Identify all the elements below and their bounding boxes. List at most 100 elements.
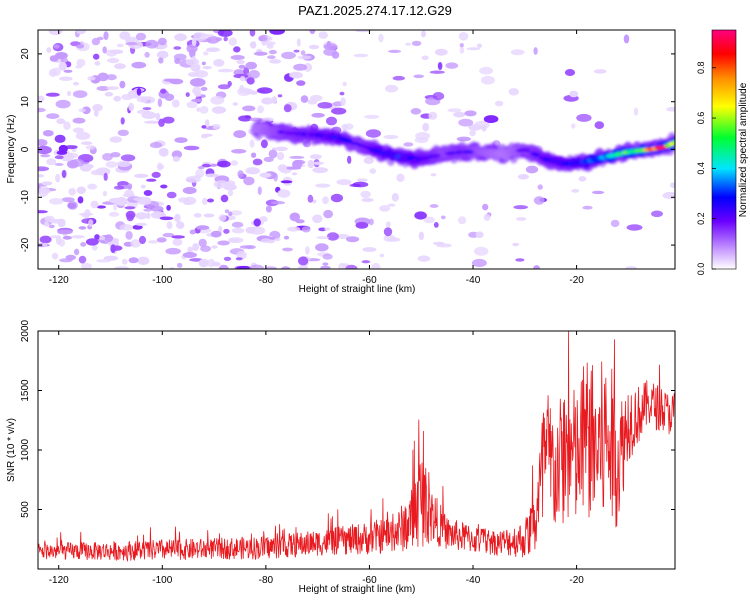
noise-blob — [116, 43, 124, 48]
noise-blob — [433, 222, 439, 228]
noise-blob — [364, 114, 380, 119]
noise-blob — [113, 95, 121, 102]
noise-blob — [96, 205, 107, 209]
noise-blob — [365, 129, 381, 138]
noise-blob — [257, 105, 264, 114]
noise-blob — [55, 52, 68, 60]
noise-blob — [124, 206, 136, 210]
snr-ylabel: SNR (10 * v/v) — [6, 418, 17, 482]
noise-blob — [297, 55, 312, 60]
noise-blob — [128, 257, 139, 264]
noise-blob — [114, 63, 126, 70]
noise-blob — [277, 189, 291, 198]
spectrogram-ytick-label: 20 — [20, 48, 31, 60]
noise-blob — [72, 117, 86, 124]
noise-blob — [57, 229, 73, 235]
noise-blob — [156, 50, 169, 59]
noise-blob — [217, 240, 230, 246]
noise-blob — [339, 91, 345, 96]
noise-blob — [64, 145, 78, 150]
noise-blob — [512, 242, 520, 247]
noise-blob — [46, 47, 52, 53]
noise-blob — [172, 156, 180, 162]
noise-blob — [571, 189, 580, 193]
noise-blob — [142, 107, 152, 111]
noise-blob — [315, 243, 329, 252]
noise-blob — [670, 182, 675, 188]
noise-blob — [218, 264, 229, 269]
spectrogram-ytick-label: 0 — [20, 146, 31, 152]
noise-blob — [238, 64, 246, 69]
noise-blob — [41, 181, 53, 186]
noise-blob — [160, 88, 167, 94]
noise-blob — [92, 244, 98, 251]
noise-blob — [253, 51, 268, 56]
noise-blob — [173, 46, 182, 50]
noise-blob — [331, 107, 347, 115]
noise-blob — [429, 70, 445, 74]
noise-blob — [146, 178, 157, 182]
noise-blob — [633, 107, 639, 116]
noise-blob — [202, 197, 208, 205]
snr-xtick-label: -20 — [569, 575, 584, 586]
noise-blob — [300, 50, 306, 56]
noise-blob — [249, 30, 256, 37]
noise-blob — [49, 235, 62, 239]
noise-blob — [113, 266, 130, 269]
noise-blob — [38, 243, 50, 248]
noise-blob — [369, 168, 377, 174]
noise-blob — [405, 42, 411, 46]
colorbar-tick-label: 0.8 — [696, 61, 706, 74]
noise-blob — [268, 49, 277, 55]
noise-blob — [237, 170, 244, 178]
noise-blob — [315, 183, 331, 188]
noise-blob — [422, 122, 430, 132]
noise-blob — [312, 161, 324, 165]
noise-blob — [70, 158, 85, 167]
noise-blob — [239, 84, 245, 94]
noise-blob — [379, 205, 391, 212]
noise-blob — [192, 243, 200, 252]
noise-blob — [79, 164, 92, 172]
noise-blob — [245, 167, 260, 175]
noise-blob — [483, 213, 491, 221]
snr-ytick-label: 1500 — [20, 379, 31, 402]
noise-blob — [102, 153, 113, 161]
noise-blob — [174, 213, 181, 223]
noise-blob — [109, 136, 123, 143]
noise-blob — [166, 191, 177, 199]
noise-blob — [211, 106, 227, 114]
noise-blob — [91, 37, 101, 46]
noise-blob — [156, 237, 167, 243]
noise-blob — [130, 239, 141, 248]
colorbar-tick-label: 0.6 — [696, 112, 706, 125]
noise-blob — [391, 192, 399, 202]
noise-blob — [459, 43, 464, 48]
noise-blob — [49, 218, 65, 224]
noise-blob — [384, 84, 399, 93]
ridge-core — [431, 153, 442, 158]
noise-blob — [290, 72, 304, 79]
noise-blob — [355, 30, 371, 33]
noise-blob — [516, 217, 527, 221]
noise-blob — [171, 235, 185, 239]
noise-blob — [312, 199, 317, 204]
noise-blob — [289, 155, 305, 159]
noise-blob — [76, 58, 86, 67]
noise-blob — [340, 97, 346, 106]
noise-blob — [479, 66, 493, 75]
noise-blob — [71, 235, 86, 239]
noise-blob — [40, 154, 51, 158]
noise-blob — [269, 30, 285, 35]
noise-blob — [51, 252, 59, 260]
noise-blob — [113, 202, 118, 211]
colorbar: 0.0 0.2 0.4 0.6 0.8 Normalized spectral ampl… — [696, 29, 749, 275]
noise-blob — [206, 36, 220, 44]
noise-blob — [137, 199, 152, 205]
noise-blob — [269, 59, 282, 64]
noise-blob — [261, 97, 274, 105]
snr-series-line — [38, 331, 675, 563]
noise-blob — [85, 238, 99, 246]
noise-blob — [67, 201, 78, 210]
noise-blob — [473, 246, 489, 256]
